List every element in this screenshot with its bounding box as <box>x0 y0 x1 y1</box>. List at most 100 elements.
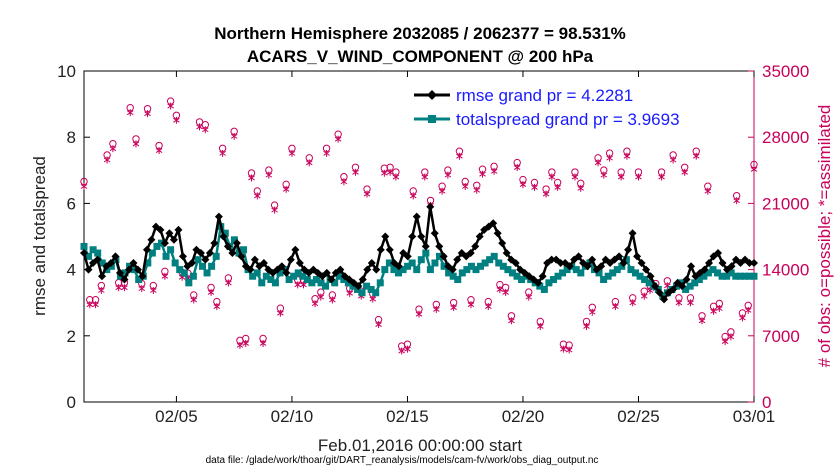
obs-assimilated-marker <box>288 149 296 157</box>
obs-assimilated-marker <box>409 192 417 200</box>
rmse-point <box>385 245 394 254</box>
rmse-point <box>588 255 597 264</box>
obs-assimilated-marker <box>381 169 388 177</box>
totalspread-point <box>600 276 608 284</box>
obs-assimilated-marker <box>727 333 735 341</box>
obs-assimilated-marker <box>219 149 226 157</box>
rmse-point <box>421 242 430 251</box>
totalspread-point <box>463 266 471 274</box>
x-tick-label: 02/25 <box>617 407 660 426</box>
rmse-point <box>489 219 498 228</box>
obs-assimilated-marker <box>508 317 515 325</box>
totalspread-point <box>312 276 320 284</box>
totalspread-point <box>636 272 644 280</box>
totalspread-point <box>290 272 298 280</box>
obs-assimilated-marker <box>456 152 463 160</box>
obs-assimilated-marker <box>537 322 544 330</box>
totalspread-point <box>577 269 585 277</box>
obs-assimilated-marker <box>698 317 706 325</box>
obs-assimilated-marker <box>202 126 209 134</box>
obs-assimilated-marker <box>259 339 267 347</box>
rmse-point <box>250 255 259 264</box>
obs-assimilated-marker <box>126 109 134 117</box>
obs-assimilated-marker <box>92 301 99 309</box>
y-right-tick-label: 28000 <box>762 128 809 147</box>
obs-assimilated-marker <box>369 295 377 303</box>
obs-assimilated-marker <box>606 154 613 162</box>
rmse-point <box>669 285 678 294</box>
rmse-point <box>354 282 363 291</box>
rmse-point <box>160 239 169 248</box>
totalspread-point <box>385 259 393 267</box>
totalspread-point <box>536 282 544 290</box>
totalspread-point <box>413 266 421 274</box>
obs-assimilated-marker <box>155 147 163 155</box>
rmse-point <box>678 282 687 291</box>
x-tick-label: 02/15 <box>386 407 429 426</box>
y-axis-right: 0 7000 14000 21000 28000 35000 <box>748 62 809 412</box>
rmse-point <box>205 249 214 258</box>
rmse-point <box>106 258 115 267</box>
rmse-point <box>169 235 178 244</box>
obs-assimilated-marker <box>502 288 509 296</box>
rmse-point <box>403 252 412 261</box>
rmse-point <box>408 232 417 241</box>
totalspread-point <box>431 259 439 267</box>
obs-assimilated-marker <box>692 152 700 160</box>
rmse-point <box>201 255 210 264</box>
obs-assimilated-marker <box>490 167 498 175</box>
obs-assimilated-marker <box>421 173 429 181</box>
obs-assimilated-marker <box>167 102 174 110</box>
obs-assimilated-marker <box>121 284 128 292</box>
rmse-point <box>700 265 709 274</box>
totalspread-point <box>750 272 758 280</box>
totalspread-point <box>185 279 193 287</box>
totalspread-point <box>563 266 571 274</box>
totalspread-point <box>162 252 170 260</box>
obs-assimilated-marker <box>594 159 602 167</box>
totalspread-point <box>732 272 740 280</box>
obs-assimilated-marker <box>190 296 198 304</box>
rmse-point <box>565 262 574 271</box>
obs-assimilated-marker <box>450 304 457 312</box>
totalspread-point <box>262 272 270 280</box>
footnote: data file: /glade/work/thoar/git/DART_re… <box>206 455 599 466</box>
obs-assimilated-marker <box>404 345 411 353</box>
rmse-point <box>228 249 237 258</box>
obs-assimilated-marker <box>398 347 405 355</box>
x-axis-label: Feb.01,2016 00:00:00 start <box>318 436 522 455</box>
rmse-point <box>597 262 606 271</box>
rmse-point <box>583 262 592 271</box>
rmse-point <box>660 295 669 304</box>
totalspread-point <box>631 269 639 277</box>
totalspread-point <box>376 279 384 287</box>
totalspread-point <box>554 272 562 280</box>
totalspread-point <box>549 276 557 284</box>
totalspread-point <box>381 266 389 274</box>
totalspread-point <box>372 289 380 297</box>
rmse-point <box>232 239 241 248</box>
y-tick-label: 0 <box>67 393 76 412</box>
chart-title: Northern Hemisphere 2032085 / 2062377 = … <box>214 24 626 43</box>
totalspread-point <box>618 262 626 270</box>
obs-count-markers <box>80 97 758 355</box>
totalspread-point <box>572 266 580 274</box>
rmse-point <box>448 265 457 274</box>
obs-assimilated-marker <box>704 187 712 195</box>
totalspread-point <box>741 272 749 280</box>
totalspread-point <box>545 279 553 287</box>
y-tick-label: 2 <box>67 327 76 346</box>
rmse-point <box>214 212 223 221</box>
y-tick-label: 4 <box>67 261 76 280</box>
obs-assimilated-marker <box>433 305 440 313</box>
totalspread-point <box>240 246 248 254</box>
totalspread-point <box>399 266 407 274</box>
obs-assimilated-marker <box>248 174 255 182</box>
rmse-point <box>80 249 88 258</box>
totalspread-point <box>609 269 617 277</box>
rmse-point <box>439 252 448 261</box>
rmse-point <box>147 235 156 244</box>
totalspread-point <box>271 279 279 287</box>
obs-assimilated-marker <box>334 135 342 143</box>
totalspread-point <box>408 259 416 267</box>
